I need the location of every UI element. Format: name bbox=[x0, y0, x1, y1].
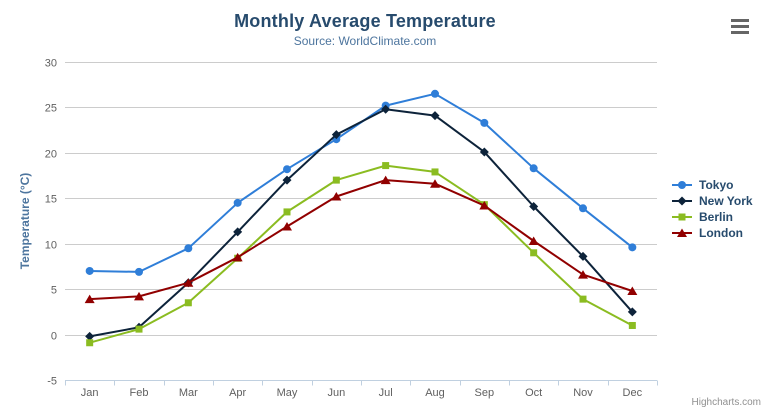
y-gridlines bbox=[65, 62, 657, 381]
export-menu-button[interactable] bbox=[727, 15, 753, 38]
y-tick-label: 5 bbox=[51, 285, 57, 297]
chart-title: Monthly Average Temperature bbox=[234, 11, 496, 31]
x-tick-label: Apr bbox=[229, 387, 246, 399]
series-tokyo[interactable] bbox=[85, 89, 637, 276]
square-legend-marker-icon bbox=[672, 213, 692, 221]
x-tick-label: May bbox=[277, 387, 298, 399]
legend-item-berlin[interactable]: Berlin bbox=[670, 209, 753, 225]
legend-label: Berlin bbox=[699, 210, 734, 224]
diamond-legend-marker-icon bbox=[672, 196, 692, 206]
x-axis-labels: Jan Feb Mar Apr May Jun Jul Aug Sep Oct Nov Dec bbox=[81, 387, 643, 399]
x-tick-label: Aug bbox=[425, 387, 445, 399]
x-tick-label: Mar bbox=[179, 387, 198, 399]
y-tick-label: 15 bbox=[45, 194, 57, 206]
y-tick-label: 10 bbox=[45, 240, 57, 252]
chart-subtitle: Source: WorldClimate.com bbox=[293, 34, 437, 48]
y-axis-title: Temperature (°C) bbox=[18, 172, 32, 270]
y-tick-label: 0 bbox=[51, 331, 57, 343]
legend-label: London bbox=[699, 226, 743, 240]
series-london[interactable] bbox=[84, 175, 638, 304]
x-tick-label: Jul bbox=[379, 387, 393, 399]
x-tick-label: Dec bbox=[623, 387, 643, 399]
y-tick-label: 30 bbox=[45, 58, 57, 70]
legend: Tokyo New York Berlin London bbox=[670, 177, 753, 241]
series-berlin[interactable] bbox=[86, 162, 636, 347]
y-tick-label: 20 bbox=[45, 149, 57, 161]
legend-label: New York bbox=[699, 194, 753, 208]
x-tick-label: Oct bbox=[525, 387, 542, 399]
x-tick-label: Sep bbox=[475, 387, 495, 399]
legend-item-london[interactable]: London bbox=[670, 225, 753, 241]
circle-legend-marker-icon bbox=[672, 181, 692, 189]
legend-item-tokyo[interactable]: Tokyo bbox=[670, 177, 753, 193]
credits-link[interactable]: Highcharts.com bbox=[691, 397, 761, 408]
legend-item-new-york[interactable]: New York bbox=[670, 193, 753, 209]
triangle-legend-marker-icon bbox=[672, 228, 692, 237]
series-new-york[interactable] bbox=[85, 104, 637, 341]
legend-label: Tokyo bbox=[699, 178, 734, 192]
x-tick-label: Jan bbox=[81, 387, 99, 399]
y-tick-label: -5 bbox=[47, 376, 57, 388]
x-tick-label: Nov bbox=[573, 387, 593, 399]
x-tick-label: Feb bbox=[130, 387, 149, 399]
x-axis bbox=[65, 380, 658, 386]
x-tick-label: Jun bbox=[327, 387, 345, 399]
y-axis-labels: -5 0 5 10 15 20 25 30 bbox=[45, 58, 57, 388]
y-tick-label: 25 bbox=[45, 103, 57, 115]
hamburger-menu-icon bbox=[731, 19, 749, 34]
